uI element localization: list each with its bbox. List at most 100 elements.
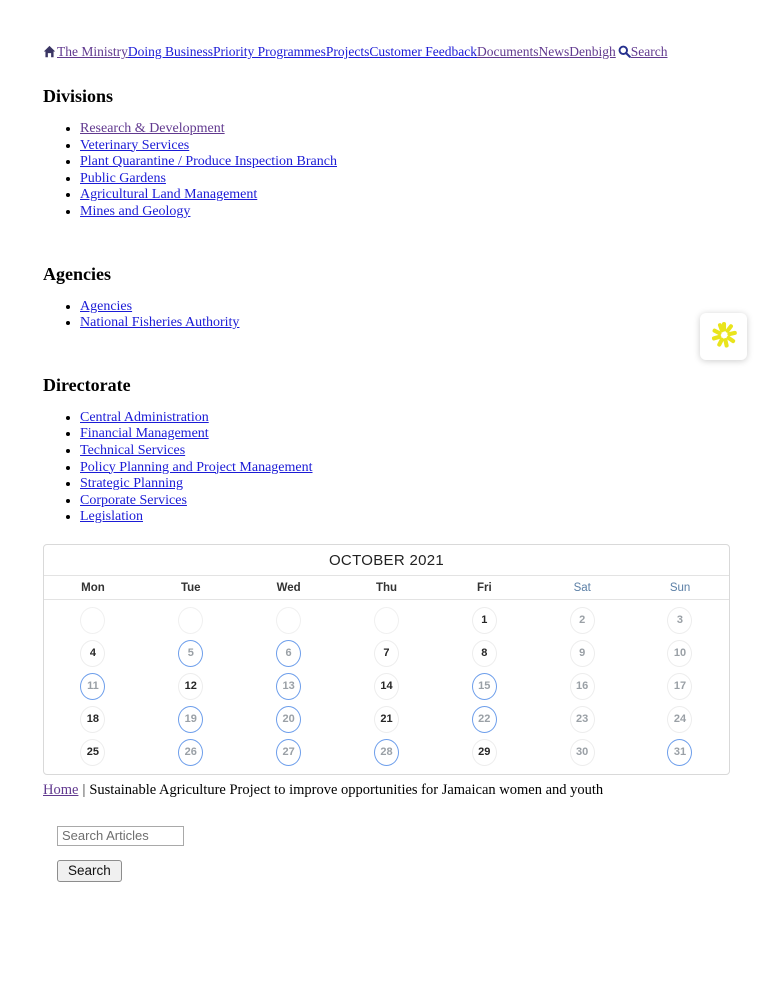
list-item: National Fisheries Authority <box>80 315 731 332</box>
list-item: Plant Quarantine / Produce Inspection Br… <box>80 154 731 171</box>
link-agricultural-land-management[interactable]: Agricultural Land Management <box>80 187 258 203</box>
event-day-11[interactable]: 11 <box>80 672 106 700</box>
calendar-day-cell-4: 4 <box>44 637 142 670</box>
nav-link-doing-business[interactable]: Doing Business <box>127 44 214 59</box>
link-national-fisheries-authority[interactable]: National Fisheries Authority <box>80 315 240 331</box>
event-day-13[interactable]: 13 <box>276 672 302 700</box>
section-list: Central AdministrationFinancial Manageme… <box>43 410 731 526</box>
list-item: Research & Development <box>80 121 731 138</box>
calendar-day-cell-7: 7 <box>338 637 436 670</box>
search-link[interactable]: Search <box>616 44 667 61</box>
day-header-thu: Thu <box>375 581 398 594</box>
section-title-agencies: Agencies <box>43 263 111 284</box>
event-day-5[interactable]: 5 <box>178 639 204 667</box>
day-10: 10 <box>667 639 693 667</box>
calendar-day-cell-30: 30 <box>533 736 631 769</box>
link-technical-services[interactable]: Technical Services <box>80 442 186 458</box>
search-articles-input[interactable] <box>57 825 184 846</box>
event-day-26[interactable]: 26 <box>178 738 204 766</box>
calendar-day-cell-14: 14 <box>338 670 436 703</box>
day-7: 7 <box>373 639 399 667</box>
day-header-mon: Mon <box>81 581 105 594</box>
search-articles-button[interactable]: Search <box>57 859 122 882</box>
list-item: Technical Services <box>80 443 731 460</box>
event-day-31[interactable]: 31 <box>667 738 693 766</box>
list-item: Financial Management <box>80 426 731 443</box>
calendar-day-cell-26[interactable]: 26 <box>142 736 240 769</box>
calendar-day-cell-11[interactable]: 11 <box>44 670 142 703</box>
event-day-28[interactable]: 28 <box>373 738 399 766</box>
calendar-day-cell-28[interactable]: 28 <box>338 736 436 769</box>
list-item: Mines and Geology <box>80 204 731 221</box>
nav-link-customer-feedback[interactable]: Customer Feedback <box>369 44 477 59</box>
day-header-sat: Sat <box>573 581 591 594</box>
link-central-administration[interactable]: Central Administration <box>80 409 209 425</box>
nav-link-denbigh[interactable]: Denbigh <box>569 44 616 59</box>
event-day-27[interactable]: 27 <box>276 738 302 766</box>
calendar-day-cell-19[interactable]: 19 <box>142 703 240 736</box>
list-item: Legislation <box>80 509 731 526</box>
section-agencies: AgenciesAgenciesNational Fisheries Autho… <box>43 264 731 332</box>
list-item: Strategic Planning <box>80 476 731 493</box>
day-4: 4 <box>80 639 106 667</box>
calendar-grid: 1 2 3 4 5 6 7 8 9 10 11 12 13 14 15 16 17 18 19 20 21 22 23 24 2… <box>44 600 729 774</box>
day-24: 24 <box>667 705 693 733</box>
event-day-15[interactable]: 15 <box>471 672 497 700</box>
link-mines-and-geology[interactable]: Mines and Geology <box>80 203 191 219</box>
section-list: Research & DevelopmentVeterinary Service… <box>43 121 731 221</box>
calendar-day-cell-5[interactable]: 5 <box>142 637 240 670</box>
link-public-gardens[interactable]: Public Gardens <box>80 170 166 186</box>
calendar-day-cell-20[interactable]: 20 <box>240 703 338 736</box>
event-day-22[interactable]: 22 <box>471 705 497 733</box>
list-item: Agencies <box>80 299 731 316</box>
nav-link-documents[interactable]: Documents <box>477 44 539 59</box>
calendar-day-cell-18: 18 <box>44 703 142 736</box>
nav-link-the-ministry[interactable]: The Ministry <box>57 44 128 59</box>
empty-day-circle <box>373 606 399 634</box>
calendar-day-headers: Mon Tue Wed Thu Fri Sat Sun <box>44 576 729 600</box>
breadcrumb-separator: | <box>82 781 86 798</box>
link-veterinary-services[interactable]: Veterinary Services <box>80 137 190 153</box>
day-1: 1 <box>471 606 497 634</box>
calendar-day-cell-6[interactable]: 6 <box>240 637 338 670</box>
search-icon <box>618 45 631 61</box>
calendar-day-cell-3: 3 <box>631 604 729 637</box>
calendar-day-cell-22[interactable]: 22 <box>435 703 533 736</box>
day-21: 21 <box>373 705 399 733</box>
accessibility-widget-button[interactable] <box>700 313 747 360</box>
day-23: 23 <box>569 705 595 733</box>
breadcrumb-home-link[interactable]: Home <box>43 781 79 798</box>
list-item: Central Administration <box>80 410 731 427</box>
link-financial-management[interactable]: Financial Management <box>80 426 209 442</box>
day-29: 29 <box>471 738 497 766</box>
calendar-day-cell-15[interactable]: 15 <box>435 670 533 703</box>
link-plant-quarantine-produce-inspection-branch[interactable]: Plant Quarantine / Produce Inspection Br… <box>80 154 337 170</box>
link-agencies[interactable]: Agencies <box>80 298 133 314</box>
calendar-day-cell-27[interactable]: 27 <box>240 736 338 769</box>
list-item: Veterinary Services <box>80 138 731 155</box>
nav-link-priority-programmes[interactable]: Priority Programmes <box>213 44 326 59</box>
calendar-day-cell-1: 1 <box>435 604 533 637</box>
event-day-19[interactable]: 19 <box>178 705 204 733</box>
calendar-day-cell-13[interactable]: 13 <box>240 670 338 703</box>
link-research-development[interactable]: Research & Development <box>80 121 225 136</box>
day-18: 18 <box>80 705 106 733</box>
link-policy-planning-and-project-management[interactable]: Policy Planning and Project Management <box>80 459 313 475</box>
link-sections: Divisions Research & DevelopmentVeterinar… <box>43 86 731 526</box>
calendar-day-cell-2: 2 <box>533 604 631 637</box>
nav-link-projects[interactable]: Projects <box>325 44 370 59</box>
calendar-blank-cell <box>44 604 142 637</box>
day-3: 3 <box>667 606 693 634</box>
section-title-directorate: Directorate <box>43 374 131 395</box>
link-strategic-planning[interactable]: Strategic Planning <box>80 476 184 492</box>
nav-link-news[interactable]: News <box>538 44 570 59</box>
list-item: Agricultural Land Management <box>80 187 731 204</box>
link-legislation[interactable]: Legislation <box>80 509 143 525</box>
day-25: 25 <box>80 738 106 766</box>
list-item: Public Gardens <box>80 171 731 188</box>
link-corporate-services[interactable]: Corporate Services <box>80 492 187 508</box>
event-day-20[interactable]: 20 <box>276 705 302 733</box>
day-2: 2 <box>569 606 595 634</box>
calendar-day-cell-31[interactable]: 31 <box>631 736 729 769</box>
event-day-6[interactable]: 6 <box>276 639 302 667</box>
